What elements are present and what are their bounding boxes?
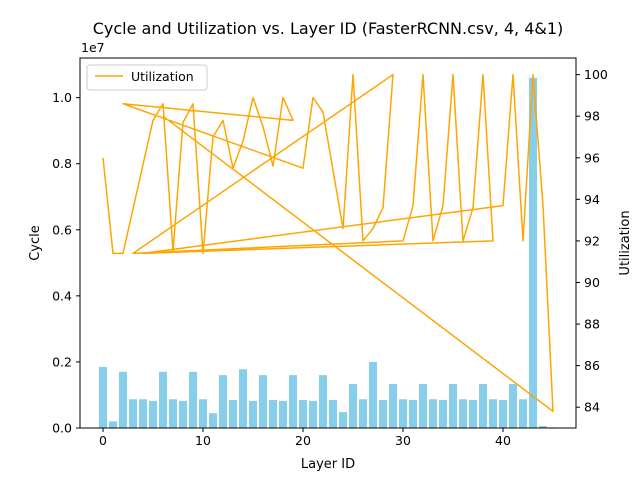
cycle-bar [219,375,227,428]
cycle-bar [159,371,167,428]
cycle-bar [469,399,477,428]
cycle-bar [519,399,527,428]
y-right-tick-label: 84 [584,400,600,415]
cycle-bar [489,399,497,428]
y-left-tick-label: 0.8 [52,156,72,171]
y-axis-right: 84 86 88 90 92 94 96 98 100 [576,67,608,415]
cycle-bar [259,375,267,428]
y-right-tick-label: 92 [584,233,600,248]
cycle-bar [209,413,217,428]
cycle-bar [499,399,507,428]
y-left-tick-label: 0.6 [52,222,72,237]
cycle-bar [349,384,357,428]
cycle-bar [389,384,397,428]
legend: Utilization [86,64,208,91]
cycle-bar [199,399,207,428]
cycle-bar [229,399,237,428]
cycle-bar [99,366,107,428]
utilization-line [102,73,554,413]
cycle-bar [179,400,187,428]
y-left-tick-label: 0.4 [52,288,72,303]
y-right-tick-label: 98 [584,109,600,124]
x-tick-label: 20 [295,433,311,448]
cycle-bars [99,77,557,428]
legend-label: Utilization [131,69,194,84]
y-left-tick-label: 0.2 [52,354,72,369]
cycle-bar [139,399,147,428]
cycle-bar [269,399,277,428]
utilization-line-group [102,73,554,413]
y-left-offset-text: 1e7 [81,40,105,55]
y-right-tick-label: 88 [584,317,600,332]
cycle-bar [419,384,427,428]
y-axis-left-label: Cycle [28,225,43,261]
y-right-tick-label: 86 [584,358,600,373]
y-right-tick-label: 94 [584,192,600,207]
cycle-bar [129,399,137,428]
cycle-bar [449,384,457,428]
cycle-bar [189,371,197,428]
cycle-bar [459,399,467,428]
x-tick-label: 40 [495,433,511,448]
cycle-bar [109,421,117,428]
y-axis-left: 0.0 0.2 0.4 0.6 0.8 1.0 [52,90,80,436]
y-right-tick-label: 100 [584,67,608,82]
cycle-bar [299,399,307,428]
plot-frame [79,57,577,429]
cycle-bar [149,400,157,428]
cycle-bar [239,369,247,428]
chart-title: Cycle and Utilization vs. Layer ID (Fast… [93,19,564,38]
cycle-bar [169,399,177,428]
x-tick-label: 10 [195,433,211,448]
cycle-bar [479,384,487,428]
x-axis-label: Layer ID [301,457,355,472]
y-left-tick-label: 1.0 [52,90,72,105]
legend-box [86,64,208,91]
cycle-bar [359,399,367,428]
cycle-bar [249,400,257,428]
cycle-bar [339,412,347,428]
cycle-bar [329,399,337,428]
cycle-bar [429,399,437,428]
y-axis-right-label: Utilization [618,210,633,275]
cycle-bar [529,77,537,428]
y-right-tick-label: 90 [584,275,600,290]
cycle-bar [399,399,407,428]
y-right-tick-label: 96 [584,150,600,165]
cycle-bar [319,375,327,428]
x-tick-label: 0 [99,433,107,448]
cycle-bar [369,361,377,428]
cycle-bar [309,400,317,428]
cycle-bar [409,399,417,428]
cycle-bar [119,371,127,428]
cycle-bar [279,400,287,428]
cycle-bar [379,399,387,428]
x-axis: 0 10 20 30 40 [99,428,511,448]
cycle-bar [289,375,297,428]
x-tick-label: 30 [395,433,411,448]
cycle-bar [539,426,547,428]
cycle-bar [439,399,447,428]
y-left-tick-label: 0.0 [52,421,72,436]
cycle-bar [509,384,517,428]
